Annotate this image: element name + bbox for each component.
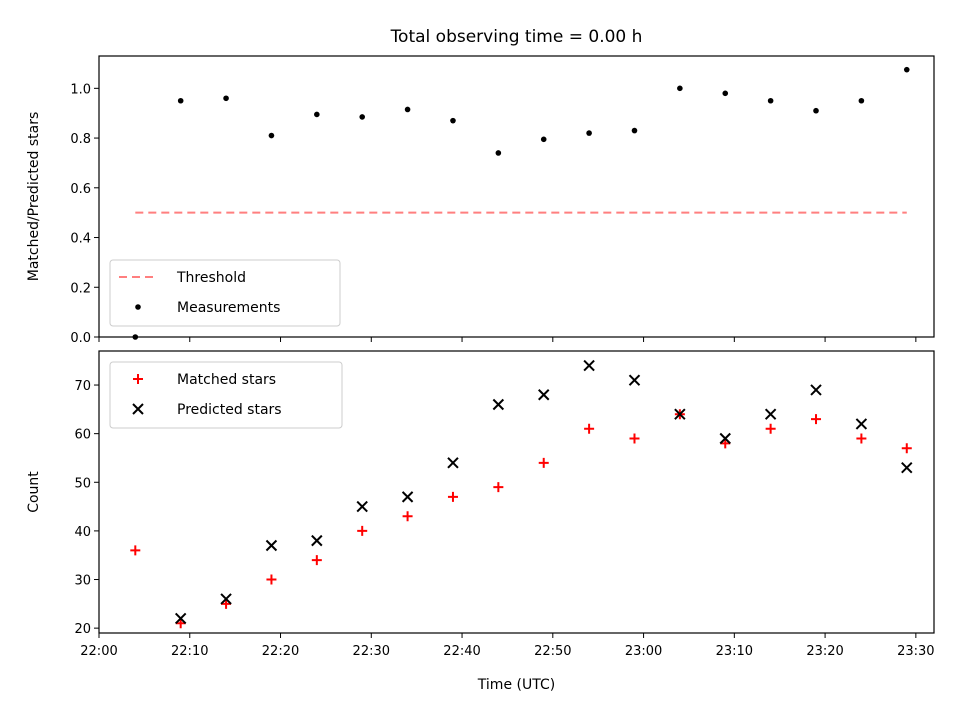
y-tick-label: 40	[74, 525, 91, 540]
measurement-point	[903, 66, 910, 73]
y-tick-label: 70	[74, 379, 91, 394]
measurement-point	[450, 117, 456, 124]
predicted-stars-point	[674, 408, 686, 420]
plot-frame	[98, 350, 935, 634]
measurement-point	[223, 95, 229, 102]
legend-box	[109, 259, 341, 327]
predicted-stars-point	[855, 418, 868, 430]
matched-stars-point	[357, 525, 368, 536]
measurement-point	[540, 136, 547, 143]
measurement-point	[677, 85, 683, 92]
y-axis-label: Count	[26, 471, 42, 513]
matched-stars-point	[311, 555, 322, 566]
measurement-point	[767, 97, 774, 104]
y-tick-label: 20	[74, 622, 91, 637]
measurement-point	[314, 111, 320, 118]
y-tick-label: 0.6	[70, 182, 91, 197]
chart-title: Total observing time = 0.00 h	[390, 27, 643, 47]
x-tick-label: 22:50	[534, 644, 571, 659]
matched-stars-point	[856, 433, 867, 444]
measurement-point	[858, 97, 865, 104]
legend-label: Matched stars	[177, 372, 276, 388]
matched-stars-point	[402, 511, 413, 522]
predicted-stars-point	[538, 389, 550, 401]
x-tick-label: 22:10	[171, 644, 208, 659]
predicted-stars-point	[764, 408, 777, 420]
y-tick-label: 1.0	[70, 82, 91, 97]
matched-stars-point	[221, 598, 232, 609]
predicted-stars-point	[356, 500, 368, 513]
legend-label: Measurements	[177, 300, 280, 316]
y-tick-label: 0.0	[70, 331, 91, 346]
measurement-point	[177, 97, 184, 104]
matched-stars-point	[266, 574, 277, 585]
legend-marker	[132, 403, 144, 415]
x-tick-label: 22:20	[262, 644, 299, 659]
measurement-point	[404, 106, 411, 113]
predicted-stars-point	[583, 359, 595, 372]
x-tick-label: 23:10	[716, 644, 753, 659]
predicted-stars-point	[265, 539, 278, 552]
matched-stars-point	[720, 438, 731, 449]
y-tick-label: 0.4	[70, 232, 91, 247]
y-axis-label: Matched/Predicted stars	[26, 112, 42, 282]
measurement-point	[813, 107, 819, 114]
legend-marker	[133, 374, 143, 384]
y-tick-label: 50	[74, 476, 91, 491]
matched-stars-point	[447, 491, 458, 502]
predicted-stars-point	[492, 398, 505, 411]
x-tick-label: 23:20	[806, 644, 843, 659]
x-axis-label: Time (UTC)	[477, 677, 555, 693]
predicted-stars-point	[174, 612, 187, 625]
measurement-point	[359, 114, 366, 120]
matched-stars-point	[493, 482, 504, 493]
plot-frame	[98, 55, 935, 338]
x-tick-label: 22:30	[353, 644, 390, 659]
measurement-point	[495, 150, 502, 156]
y-tick-label: 30	[74, 574, 91, 589]
matched-stars-point	[811, 414, 822, 425]
x-tick-label: 23:00	[625, 644, 662, 659]
predicted-stars-point	[810, 384, 822, 396]
predicted-stars-point	[447, 457, 459, 469]
legend-box	[109, 361, 343, 429]
measurement-point	[631, 127, 638, 134]
predicted-stars-point	[628, 374, 641, 386]
measurement-point	[586, 130, 592, 136]
predicted-stars-point	[401, 491, 414, 503]
predicted-stars-point	[719, 432, 731, 445]
matched-stars-point	[538, 457, 549, 468]
y-tick-label: 0.2	[70, 281, 91, 296]
x-tick-label: 22:40	[443, 644, 480, 659]
matched-stars-point	[175, 618, 186, 629]
matched-stars-point	[765, 423, 776, 434]
predicted-stars-point	[901, 461, 913, 474]
matched-stars-point	[901, 443, 912, 454]
y-tick-label: 60	[74, 428, 91, 443]
legend-marker	[135, 304, 141, 310]
matched-stars-point	[130, 545, 141, 556]
matched-stars-point	[584, 423, 595, 434]
measurement-point	[268, 132, 275, 139]
legend-label: Threshold	[176, 270, 246, 286]
predicted-stars-point	[311, 534, 323, 547]
x-tick-label: 23:30	[897, 644, 934, 659]
matched-stars-point	[629, 433, 640, 444]
measurement-point	[722, 90, 729, 97]
y-tick-label: 0.8	[70, 132, 91, 147]
predicted-stars-point	[220, 593, 232, 605]
x-tick-label: 22:00	[80, 644, 117, 659]
legend-label: Predicted stars	[177, 402, 282, 418]
